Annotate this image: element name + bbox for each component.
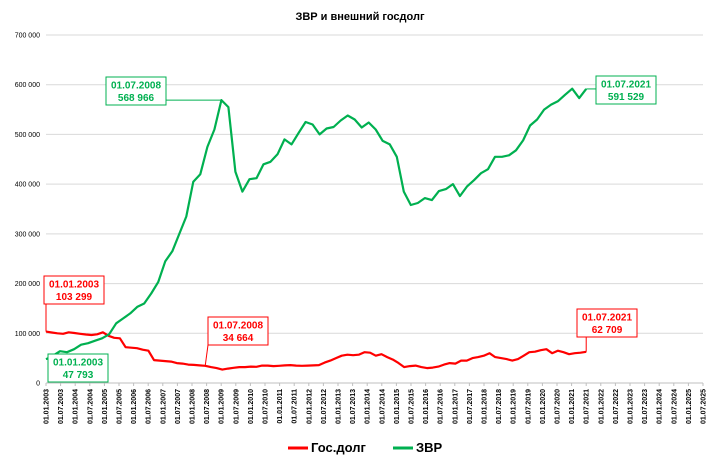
- callout-value: 34 664: [223, 333, 254, 344]
- x-tick-label: 01.07.2011: [292, 389, 299, 424]
- x-tick-label: 01.07.2018: [496, 389, 503, 424]
- callout-value: 568 966: [118, 93, 155, 104]
- x-tick-label: 01.01.2018: [482, 389, 489, 424]
- x-tick-label: 01.07.2020: [555, 389, 562, 424]
- x-tick-label: 01.01.2014: [365, 389, 372, 424]
- y-axis: 0 100 000 200 000 300 000 400 000 500 000 600 …: [15, 33, 40, 388]
- x-tick-label: 01.01.2006: [131, 389, 138, 424]
- x-tick-label: 01.01.2004: [73, 389, 80, 424]
- y-tick-label: 700 000: [15, 33, 40, 40]
- series-line-0: [45, 330, 587, 371]
- x-tick-label: 01.01.2005: [102, 389, 109, 424]
- callout-value: 103 299: [56, 292, 93, 303]
- x-tick-label: 01.07.2010: [263, 389, 270, 424]
- callout-value: 47 793: [63, 370, 94, 381]
- x-tick-label: 01.01.2022: [598, 389, 605, 424]
- x-tick-label: 01.07.2017: [467, 389, 474, 424]
- callout-leader: [204, 344, 209, 366]
- x-tick-label: 01.07.2003: [58, 389, 65, 424]
- x-tick-label: 01.01.2015: [394, 389, 401, 424]
- x-tick-label: 01.07.2013: [350, 389, 357, 424]
- x-axis: 01.01.2003 01.07.2003 01.01.2004 01.07.2004…: [44, 383, 708, 424]
- x-tick-label: 01.01.2013: [336, 389, 343, 424]
- x-tick-label: 01.07.2007: [175, 389, 182, 424]
- x-tick-label: 01.01.2016: [423, 389, 430, 424]
- callout-value: 62 709: [592, 325, 623, 336]
- x-tick-label: 01.01.2003: [44, 389, 51, 424]
- x-tick-label: 01.01.2023: [628, 389, 635, 424]
- callout-date: 01.07.2008: [111, 81, 161, 92]
- y-tick-label: 100 000: [15, 331, 40, 338]
- callout-box: [595, 75, 657, 105]
- x-tick-label: 01.01.2019: [511, 389, 518, 424]
- callout-box: [105, 76, 167, 106]
- y-tick-label: 300 000: [15, 231, 40, 238]
- y-tick-label: 600 000: [15, 82, 40, 89]
- x-tick-label: 01.07.2009: [233, 389, 240, 424]
- x-tick-label: 01.07.2005: [117, 389, 124, 424]
- x-tick-label: 01.01.2020: [540, 389, 547, 424]
- x-tick-label: 01.07.2008: [204, 389, 211, 424]
- x-tick-label: 01.07.2016: [438, 389, 445, 424]
- series-line-1: [45, 87, 588, 361]
- x-tick-label: 01.01.2021: [569, 389, 576, 424]
- y-tick-label: 200 000: [15, 281, 40, 288]
- x-tick-label: 01.01.2009: [219, 389, 226, 424]
- legend-label: ЗВР: [416, 440, 443, 455]
- x-tick-label: 01.07.2025: [701, 389, 708, 424]
- callout-box: [43, 275, 105, 305]
- x-tick-label: 01.01.2017: [452, 389, 459, 424]
- x-tick-label: 01.07.2024: [671, 389, 678, 424]
- series: [45, 87, 588, 371]
- callout-date: 01.07.2008: [213, 321, 263, 332]
- x-tick-label: 01.07.2006: [146, 389, 153, 424]
- y-tick-label: 400 000: [15, 182, 40, 189]
- x-tick-label: 01.01.2011: [277, 389, 284, 424]
- legend: Гос.долг ЗВР: [288, 440, 443, 455]
- callout-date: 01.07.2021: [601, 80, 651, 91]
- x-tick-label: 01.01.2025: [686, 389, 693, 424]
- callout-date: 01.01.2003: [49, 280, 99, 291]
- x-tick-label: 01.01.2010: [248, 389, 255, 424]
- x-tick-label: 01.01.2008: [190, 389, 197, 424]
- y-tick-label: 0: [36, 381, 40, 388]
- chart-title: ЗВР и внешний госдолг: [295, 11, 425, 23]
- x-tick-label: 01.07.2019: [525, 389, 532, 424]
- x-tick-label: 01.07.2014: [379, 389, 386, 424]
- x-tick-label: 01.07.2015: [409, 389, 416, 424]
- callout-date: 01.07.2021: [582, 313, 632, 324]
- x-tick-label: 01.01.2024: [657, 389, 664, 424]
- callout-value: 591 529: [608, 92, 645, 103]
- x-tick-label: 01.07.2012: [321, 389, 328, 424]
- x-tick-label: 01.07.2023: [642, 389, 649, 424]
- callout-date: 01.01.2003: [53, 358, 103, 369]
- x-tick-label: 01.01.2012: [306, 389, 313, 424]
- x-tick-label: 01.07.2022: [613, 389, 620, 424]
- legend-label: Гос.долг: [311, 440, 366, 455]
- callout-box: [47, 353, 109, 383]
- x-tick-label: 01.07.2004: [87, 389, 94, 424]
- x-tick-label: 01.07.2021: [584, 389, 591, 424]
- x-tick-label: 01.01.2007: [160, 389, 167, 424]
- callout-box: [576, 308, 638, 338]
- callout-box: [207, 316, 269, 346]
- y-tick-label: 500 000: [15, 132, 40, 139]
